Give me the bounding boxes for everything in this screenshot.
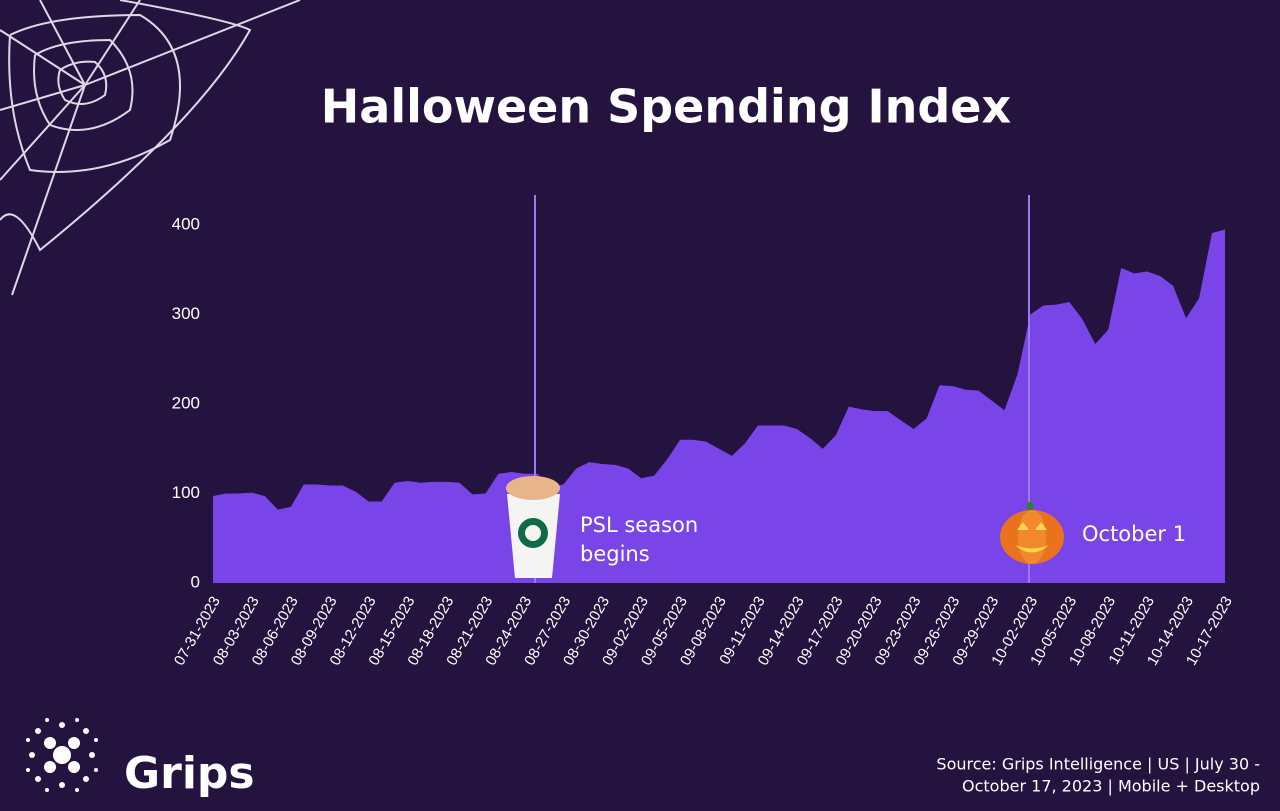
y-tick-label: 200	[172, 393, 200, 412]
y-tick-label: 400	[172, 214, 200, 233]
logo-text: Grips	[124, 748, 255, 799]
pumpkin-icon	[1000, 502, 1064, 564]
annotation-text: begins	[580, 542, 650, 566]
source-note: Source: Grips Intelligence | US | July 3…	[936, 755, 1260, 774]
spider-web	[0, 0, 301, 296]
coffee-cup-icon	[506, 476, 560, 578]
annotation-text: PSL season	[580, 513, 698, 537]
source-note: October 17, 2023 | Mobile + Desktop	[962, 777, 1260, 796]
y-tick-label: 300	[172, 304, 200, 323]
annotation-text: October 1	[1082, 522, 1186, 546]
area	[213, 229, 1225, 583]
logo-mark	[26, 718, 98, 792]
y-tick-label: 100	[172, 483, 200, 502]
chart-title: Halloween Spending Index	[321, 80, 1011, 134]
y-tick-label: 0	[191, 572, 200, 591]
